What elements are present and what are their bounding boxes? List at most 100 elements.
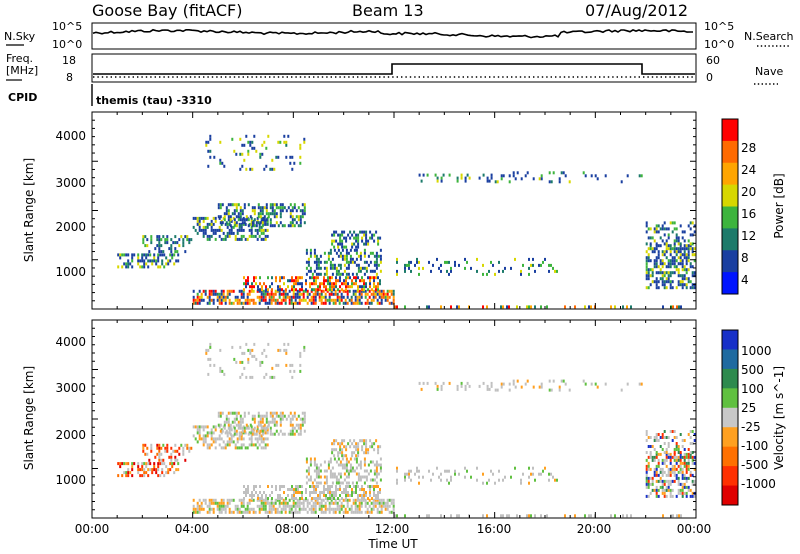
- velocity-cell: [315, 497, 317, 500]
- velocity-cell: [675, 476, 678, 480]
- velocity-cell: [237, 423, 240, 427]
- power-cell: [361, 288, 363, 292]
- velocity-cell: [542, 469, 544, 473]
- velocity-cell: [249, 351, 252, 355]
- power-cell: [532, 257, 534, 261]
- power-cell: [299, 218, 302, 222]
- velocity-cell: [363, 451, 366, 455]
- power-cell: [550, 180, 553, 184]
- power-cell: [266, 222, 269, 226]
- power-cell: [363, 266, 366, 270]
- power-cell: [426, 305, 428, 309]
- velocity-cell: [369, 491, 371, 494]
- power-cell: [661, 271, 664, 275]
- velocity-cell: [284, 498, 287, 502]
- power-cell: [687, 250, 690, 254]
- power-cell: [227, 218, 230, 222]
- power-cell: [210, 292, 213, 296]
- power-cell: [227, 209, 230, 213]
- velocity-cell: [257, 497, 259, 500]
- power-cell: [333, 285, 335, 289]
- velocity-cell: [237, 411, 240, 415]
- velocity-cell: [137, 471, 140, 475]
- velocity-cell: [198, 437, 201, 441]
- power-cell: [272, 298, 275, 302]
- velocity-cell: [253, 432, 256, 436]
- power-cell: [177, 253, 180, 257]
- power-cell: [673, 221, 676, 225]
- velocity-cell: [192, 498, 195, 502]
- velocity-cell: [247, 432, 250, 436]
- velocity-cell: [196, 504, 199, 508]
- power-cell: [239, 152, 242, 156]
- velocity-cell: [220, 504, 223, 508]
- power-cell: [392, 298, 395, 302]
- power-cell: [295, 279, 297, 283]
- velocity-cell: [679, 451, 682, 454]
- power-cell: [347, 285, 349, 289]
- velocity-cell: [645, 479, 648, 483]
- velocity-cell: [296, 504, 299, 508]
- velocity-cell: [270, 510, 273, 514]
- power-cell: [655, 271, 658, 275]
- velocity-cell: [647, 467, 650, 471]
- power-cell: [166, 241, 169, 245]
- power-cell: [488, 269, 490, 273]
- power-cell: [263, 218, 266, 222]
- power-cell: [220, 228, 223, 232]
- power-cell: [500, 305, 502, 309]
- velocity-cell: [336, 504, 339, 508]
- velocity-cell: [663, 430, 666, 433]
- velocity-cell: [341, 466, 344, 470]
- velocity-cell: [151, 471, 154, 475]
- power-cell: [315, 282, 317, 286]
- velocity-cell: [293, 411, 296, 415]
- velocity-cell: [350, 504, 353, 508]
- power-cell: [224, 237, 227, 241]
- velocity-cell: [259, 420, 262, 424]
- power-cell: [653, 259, 656, 263]
- power-cell: [299, 155, 302, 159]
- velocity-cell: [645, 467, 648, 471]
- power-cell: [297, 224, 300, 228]
- velocity-cell: [364, 510, 367, 514]
- velocity-cell: [281, 497, 283, 500]
- power-cell: [149, 253, 152, 257]
- power-cell: [284, 289, 287, 293]
- power-cell: [204, 225, 207, 229]
- velocity-cell: [291, 497, 293, 500]
- power-cell: [372, 298, 375, 302]
- velocity-cell: [659, 479, 662, 483]
- power-cell: [562, 171, 565, 175]
- power-cell: [226, 234, 229, 238]
- colorbar-swatch: [722, 388, 738, 409]
- power-cell: [311, 276, 313, 280]
- power-cell: [141, 265, 144, 269]
- power-cell: [683, 283, 686, 287]
- power-cell: [293, 224, 296, 228]
- power-cell: [243, 282, 245, 286]
- velocity-cell: [361, 497, 363, 500]
- velocity-cell: [236, 446, 239, 450]
- velocity-cell: [357, 472, 360, 476]
- velocity-cell: [496, 388, 499, 392]
- velocity-cell: [192, 504, 195, 508]
- velocity-cell: [269, 375, 272, 379]
- power-cell: [353, 276, 355, 280]
- power-cell: [264, 295, 267, 299]
- power-cell: [260, 231, 263, 235]
- power-cell: [687, 268, 690, 272]
- power-cell: [689, 280, 692, 284]
- power-cell: [264, 237, 267, 241]
- velocity-cell: [349, 445, 352, 449]
- velocity-panel: Slant Range [km] 4000 3000 2000 1000 00:…: [22, 319, 711, 551]
- power-cell: [251, 146, 254, 150]
- colorbar-swatch: [722, 330, 738, 350]
- velocity-cell: [376, 501, 379, 505]
- power-cell: [341, 254, 344, 258]
- power-cell: [208, 222, 211, 226]
- power-cell: [184, 235, 187, 239]
- power-cell: [538, 263, 540, 267]
- velocity-cell: [669, 491, 672, 495]
- power-cell: [208, 292, 211, 296]
